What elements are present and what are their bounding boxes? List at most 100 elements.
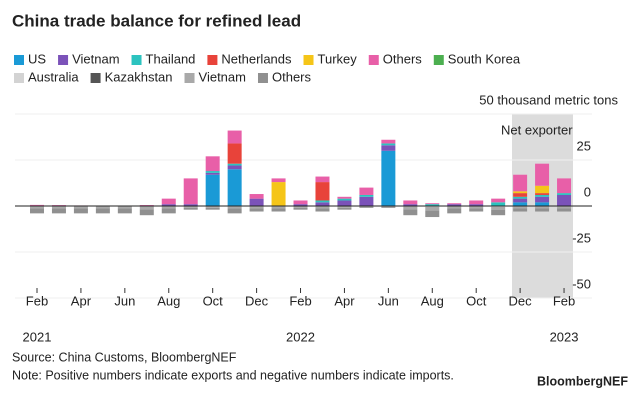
- y-tick-label: 25: [577, 138, 591, 153]
- legend-label: Others: [272, 69, 312, 84]
- bar-segment: [51, 208, 66, 214]
- bar-segment: [381, 206, 396, 208]
- bar-segment: [557, 178, 572, 194]
- x-tick-label: Feb: [289, 293, 311, 308]
- bar-segment: [491, 198, 506, 203]
- chart-title: China trade balance for refined lead: [12, 11, 301, 30]
- bar-segment: [535, 208, 550, 212]
- legend-swatch: [433, 55, 444, 65]
- bar-segment: [513, 202, 528, 206]
- legend-label: South Korea: [448, 51, 521, 66]
- bar-segment: [183, 206, 198, 208]
- bar-segment: [205, 172, 220, 175]
- bar-segment: [293, 206, 308, 208]
- bar-segment: [535, 206, 550, 209]
- x-year-label: 2021: [23, 329, 52, 344]
- bar-segment: [425, 203, 440, 205]
- bar-segment: [557, 206, 572, 209]
- bar-segment: [403, 200, 418, 205]
- bar-segment: [205, 207, 220, 210]
- bar-segment: [161, 206, 176, 209]
- legend-label: US: [28, 51, 46, 66]
- bar-segment: [425, 204, 440, 206]
- bar-segment: [73, 208, 88, 214]
- bar-segment: [557, 194, 572, 206]
- bar-segment: [359, 194, 374, 197]
- bar-segment: [117, 206, 132, 209]
- bar-segment: [249, 194, 264, 199]
- x-tick-label: Feb: [553, 293, 575, 308]
- bar-segment: [425, 206, 440, 211]
- legend-swatch: [58, 55, 69, 65]
- legend-label: Kazakhstan: [105, 69, 173, 84]
- bar-segment: [205, 156, 220, 172]
- bar-segment: [513, 208, 528, 212]
- bar-segment: [447, 206, 462, 209]
- legend-label: Vietnam: [72, 51, 119, 66]
- bar-segment: [491, 209, 506, 216]
- bar-segment: [535, 193, 550, 195]
- bar-segment: [315, 182, 330, 201]
- bar-segment: [73, 206, 88, 209]
- y-tick-label: -50: [572, 276, 591, 291]
- bar-segment: [227, 130, 242, 144]
- bar-segment: [425, 210, 440, 218]
- bar-segment: [227, 165, 242, 170]
- bar-segment: [183, 207, 198, 210]
- bar-segment: [293, 200, 308, 205]
- bar-segment: [447, 203, 462, 205]
- x-tick-label: Jun: [378, 293, 399, 308]
- bar-segment: [315, 208, 330, 212]
- bar-segment: [359, 187, 374, 195]
- legend-label: Others: [383, 51, 423, 66]
- legend-swatch: [207, 55, 218, 65]
- legend-swatch: [90, 73, 101, 83]
- x-tick-label: Jun: [114, 293, 135, 308]
- note: Note: Positive numbers indicate exports …: [12, 368, 454, 382]
- bar-segment: [513, 191, 528, 194]
- x-tick-label: Apr: [334, 293, 355, 308]
- bar-segment: [293, 207, 308, 210]
- y-tick-label: 50 thousand metric tons: [479, 92, 618, 107]
- source: Source: China Customs, BloombergNEF: [12, 350, 237, 364]
- legend-swatch: [303, 55, 314, 65]
- bar-segment: [315, 206, 330, 209]
- bar-segment: [95, 208, 110, 214]
- bar-segment: [403, 206, 418, 210]
- bar-segment: [447, 204, 462, 206]
- x-year-label: 2022: [286, 329, 315, 344]
- legend-swatch: [184, 73, 195, 83]
- legend-swatch: [257, 73, 268, 83]
- bar-segment: [513, 174, 528, 192]
- bar-segment: [183, 178, 198, 205]
- bar-segment: [447, 208, 462, 214]
- bar-segment: [315, 200, 330, 203]
- bar-segment: [293, 204, 308, 206]
- bar-segment: [30, 206, 44, 209]
- bar-segment: [227, 208, 242, 214]
- bar-segment: [513, 198, 528, 203]
- bar-segment: [315, 202, 330, 206]
- bar-segment: [249, 198, 264, 206]
- bar-segment: [51, 206, 66, 209]
- bar-segment: [139, 209, 154, 216]
- bar-segment: [337, 198, 352, 201]
- bar-segment: [271, 178, 286, 183]
- bar-segment: [271, 182, 286, 206]
- brand: BloombergNEF: [537, 374, 628, 388]
- x-tick-label: Dec: [245, 293, 269, 308]
- bar-segment: [381, 143, 396, 146]
- bar-segment: [535, 194, 550, 197]
- bar-segment: [403, 209, 418, 216]
- bar-segment: [381, 145, 396, 151]
- bar-segment: [205, 206, 220, 208]
- legend-label: Vietnam: [199, 69, 246, 84]
- bar-segment: [161, 198, 176, 205]
- x-year-label: 2023: [550, 329, 579, 344]
- bar-segment: [271, 206, 286, 209]
- bar-segment: [227, 206, 242, 209]
- bar-segment: [491, 202, 506, 206]
- bar-segment: [513, 196, 528, 199]
- bar-segment: [161, 208, 176, 214]
